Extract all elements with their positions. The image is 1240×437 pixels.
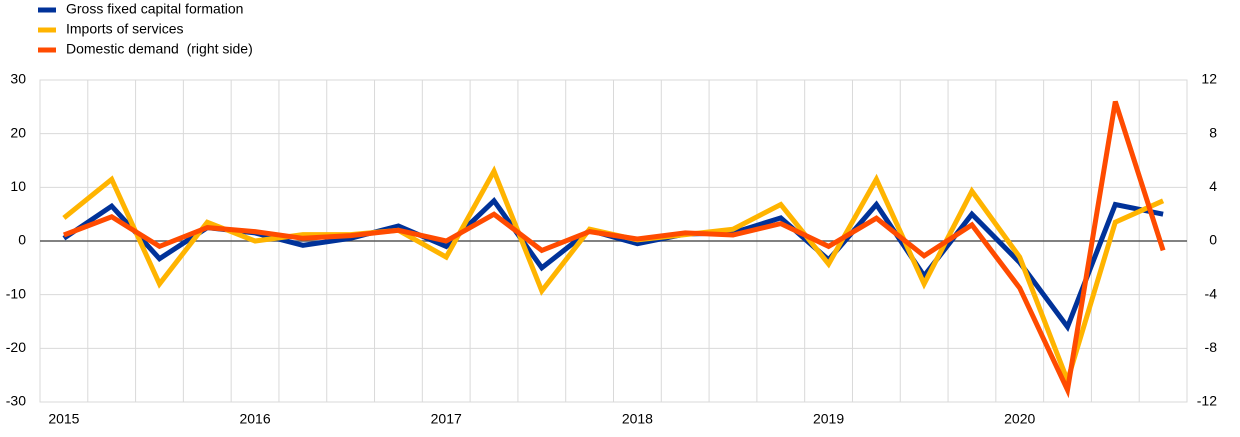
y2-tick-label: 12	[1201, 71, 1217, 87]
y2-tick-label: 8	[1209, 124, 1217, 140]
y-tick-label: 20	[10, 124, 26, 140]
legend-label: Domestic demand (right side)	[66, 41, 253, 57]
series-line	[63, 100, 1166, 399]
y-tick-label: -10	[6, 285, 26, 301]
legend-label: Gross fixed capital formation	[66, 1, 243, 17]
x-tick-label: 2016	[239, 411, 270, 427]
x-tick-label: 2017	[431, 411, 462, 427]
y2-tick-label: -4	[1205, 285, 1218, 301]
y-tick-label: -30	[6, 393, 26, 409]
y-tick-label: 10	[10, 178, 26, 194]
y-tick-label: -20	[6, 339, 26, 355]
x-tick-label: 2018	[622, 411, 653, 427]
legend-label: Imports of services	[66, 21, 183, 37]
y2-tick-label: -12	[1197, 393, 1217, 409]
x-tick-label: 2020	[1004, 411, 1035, 427]
y-tick-label: 0	[18, 232, 26, 248]
x-tick-label: 2019	[813, 411, 844, 427]
x-tick-label: 2015	[48, 411, 79, 427]
y2-tick-label: -8	[1205, 339, 1218, 355]
y2-tick-label: 4	[1209, 178, 1217, 194]
y-tick-label: 30	[10, 71, 26, 87]
y2-tick-label: 0	[1209, 232, 1217, 248]
